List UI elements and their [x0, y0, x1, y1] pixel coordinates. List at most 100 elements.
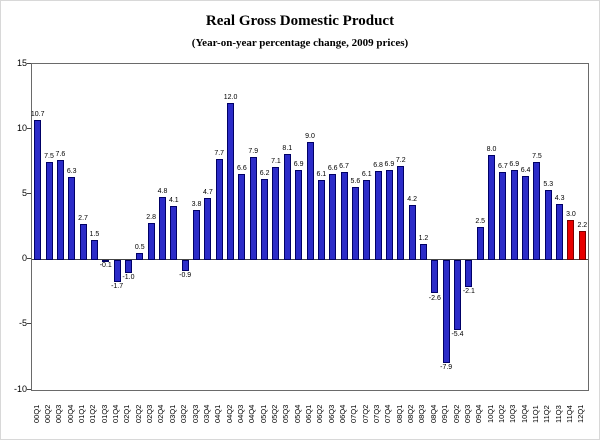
bar-value-label-07Q2: 6.1 — [361, 171, 372, 179]
y-axis-tick — [27, 258, 31, 260]
bar-value-label-09Q4: 2.5 — [475, 218, 486, 225]
bar-00Q2 — [45, 161, 53, 260]
bar-05Q1 — [261, 178, 269, 260]
bar-04Q4 — [249, 156, 257, 260]
bar-value-label-05Q4: 6.9 — [293, 160, 304, 168]
bar-value-label-11Q1: 7.5 — [532, 152, 542, 160]
x-axis-label-04Q2: 04Q2 — [224, 404, 234, 423]
x-axis-label-00Q1: 00Q1 — [31, 404, 41, 423]
bar-value-label-07Q1: 5.6 — [350, 177, 361, 185]
bar-value-label-01Q1: 2.7 — [78, 215, 88, 223]
bar-value-label-11Q2: 5.3 — [543, 181, 554, 189]
bar-value-label-00Q2: 7.5 — [44, 152, 54, 160]
x-axis-label-03Q2: 03Q2 — [179, 404, 189, 423]
bar-value-label-11Q3: 4.3 — [554, 194, 565, 202]
bar-11Q2 — [544, 190, 552, 260]
bar-value-label-09Q2: -5.4 — [451, 331, 464, 339]
bar-08Q2 — [408, 204, 416, 260]
bar-value-label-11Q4: 3.0 — [566, 211, 576, 219]
y-axis-tick — [27, 192, 31, 194]
plot-area: 10.7 7.5 7.6 6.3 2.7 1.5 -0.1 -1.7 -1.0 0.5 2.8 4.8… — [31, 63, 589, 391]
bar-02Q2 — [136, 253, 144, 260]
bar-08Q3 — [419, 243, 427, 260]
chart-title: Real Gross Domestic Product — [205, 13, 395, 29]
x-axis-label-04Q1: 04Q1 — [213, 404, 223, 423]
x-axis-label-09Q2: 09Q2 — [451, 404, 461, 423]
bar-06Q2 — [317, 180, 325, 260]
bar-value-label-02Q1: -1.0 — [122, 273, 135, 281]
bar-04Q1 — [215, 159, 223, 260]
bar-value-label-08Q2: 4.2 — [407, 195, 417, 203]
bar-value-label-05Q3: 8.1 — [282, 144, 293, 152]
x-axis-label-02Q2: 02Q2 — [133, 404, 143, 423]
bar-value-label-10Q3: 6.9 — [509, 160, 520, 168]
bar-value-label-00Q3: 7.6 — [55, 151, 66, 159]
bar-04Q2 — [227, 103, 235, 260]
bar-09Q2 — [454, 259, 461, 330]
bar-07Q2 — [363, 180, 371, 260]
bar-01Q1 — [79, 224, 87, 260]
bar-02Q1 — [124, 259, 132, 273]
bar-11Q1 — [533, 161, 541, 260]
bar-07Q3 — [374, 170, 382, 260]
bar-value-label-05Q2: 7.1 — [271, 158, 281, 166]
bar-02Q4 — [158, 197, 166, 260]
bar-05Q3 — [283, 153, 291, 260]
y-axis-tick — [27, 127, 31, 129]
bar-value-label-10Q4: 6.4 — [520, 167, 531, 175]
bar-value-label-04Q3: 6.6 — [237, 164, 247, 172]
bar-value-label-07Q4: 6.9 — [384, 160, 395, 168]
bar-01Q4 — [113, 259, 121, 282]
bar-06Q4 — [340, 172, 348, 260]
y-axis-tick — [27, 62, 31, 64]
bar-09Q1 — [442, 259, 450, 363]
x-axis-label-02Q1: 02Q1 — [122, 404, 132, 423]
bar-08Q1 — [397, 165, 405, 260]
bar-value-label-01Q2: 1.5 — [89, 231, 100, 239]
y-axis-label--10: -10 — [13, 383, 27, 394]
bar-value-label-07Q3: 6.8 — [373, 161, 383, 169]
bar-01Q2 — [90, 240, 98, 260]
bar-value-label-06Q4: 6.7 — [339, 163, 349, 171]
bar-value-label-03Q3: 3.8 — [191, 201, 202, 209]
x-axis-label-10Q4: 10Q4 — [519, 404, 529, 423]
bar-value-label-12Q1: 2.2 — [577, 221, 588, 229]
bar-05Q2 — [272, 167, 280, 260]
bar-value-label-04Q1: 7.7 — [214, 150, 225, 158]
x-axis-label-05Q3: 05Q3 — [281, 404, 291, 423]
x-axis-label-07Q1: 07Q1 — [349, 404, 359, 423]
bar-value-label-01Q3: -0.1 — [99, 261, 112, 269]
x-axis-label-07Q4: 07Q4 — [383, 404, 393, 423]
bar-value-label-04Q4: 7.9 — [248, 147, 259, 155]
bar-03Q1 — [170, 206, 178, 260]
bar-07Q1 — [351, 186, 359, 260]
bar-09Q4 — [476, 227, 484, 260]
x-axis-label-00Q4: 00Q4 — [65, 404, 75, 423]
bar-value-label-10Q1: 8.0 — [486, 146, 497, 154]
bar-value-label-05Q1: 6.2 — [259, 169, 270, 177]
bar-value-label-03Q1: 4.1 — [168, 197, 179, 205]
x-axis-label-09Q4: 09Q4 — [474, 404, 484, 423]
bar-10Q2 — [499, 172, 507, 260]
bar-03Q4 — [204, 198, 212, 260]
x-axis-label-05Q1: 05Q1 — [258, 404, 268, 423]
bar-02Q3 — [147, 223, 155, 260]
bar-10Q1 — [488, 155, 496, 260]
bar-value-label-02Q3: 2.8 — [146, 214, 156, 222]
y-axis-tick — [27, 323, 31, 325]
bar-04Q3 — [238, 173, 246, 260]
x-axis-label-09Q1: 09Q1 — [440, 404, 450, 423]
y-axis-label-10: 10 — [16, 122, 27, 133]
x-axis-label-06Q3: 06Q3 — [326, 404, 336, 423]
bar-value-label-10Q2: 6.7 — [498, 163, 508, 171]
y-axis-label-5: 5 — [21, 187, 27, 198]
bar-03Q3 — [193, 210, 201, 260]
bar-value-label-00Q1: 10.7 — [30, 111, 45, 119]
bar-value-label-06Q3: 6.6 — [327, 164, 338, 172]
x-axis-label-00Q3: 00Q3 — [54, 404, 64, 423]
x-axis-label-08Q3: 08Q3 — [417, 404, 427, 423]
x-axis-label-10Q3: 10Q3 — [508, 404, 518, 423]
bar-value-label-02Q2: 0.5 — [134, 244, 145, 252]
x-axis-label-05Q4: 05Q4 — [292, 404, 302, 423]
